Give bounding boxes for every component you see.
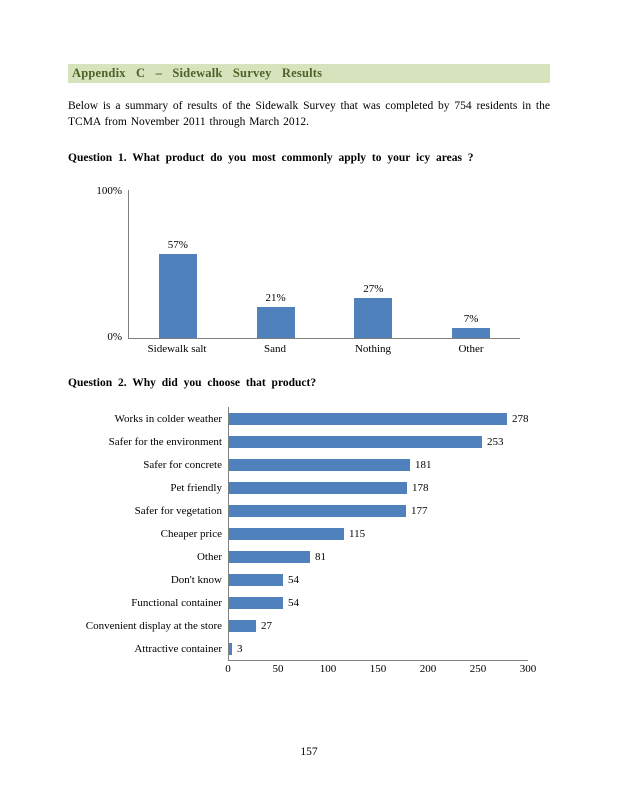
category-label: Safer for vegetation [134, 504, 222, 517]
bar-track: 27 [228, 614, 529, 638]
bar-track: 278 [228, 407, 529, 431]
bar-row: Functional container 54 [68, 591, 550, 615]
bar-row: Pet friendly 178 [68, 476, 550, 500]
page-number: 157 [300, 746, 318, 758]
bar [229, 619, 256, 632]
category-label: Works in colder weather [114, 412, 222, 425]
category-label: Nothing [354, 343, 392, 356]
bar-row: Safer for concrete 181 [68, 453, 550, 477]
bar-value-label: 54 [288, 573, 299, 586]
bar-track: 3 [228, 637, 529, 661]
bar [229, 573, 283, 586]
bar-value-label: 278 [512, 412, 529, 425]
x-tick-label: 200 [419, 663, 437, 676]
x-tick-label: 100 [319, 663, 337, 676]
q1-y-axis: 100% 0% [90, 185, 128, 343]
bar-slot: 57% [129, 190, 227, 339]
bar [229, 504, 406, 517]
bar [229, 550, 310, 563]
y-tick-100: 100% [96, 185, 122, 198]
bar-row: Safer for vegetation 177 [68, 499, 550, 523]
bar-row: Convenient display at the store 27 [68, 614, 550, 638]
bar [229, 412, 507, 425]
x-tick-label: 150 [369, 663, 387, 676]
bar-track: 54 [228, 591, 529, 615]
q1-categories: Sidewalk salt Sand Nothing Other [128, 343, 520, 355]
bar [229, 435, 482, 448]
bar-value-label: 3 [237, 642, 243, 655]
x-tick-label: 50 [272, 663, 284, 676]
q2-rows: Works in colder weather 278 Safer for the … [68, 407, 550, 661]
bar-value-label: 81 [315, 550, 326, 563]
bar-value-label: 177 [411, 504, 428, 517]
category-label: Cheaper price [160, 527, 222, 540]
bar [229, 458, 410, 471]
category-label: Safer for the environment [108, 435, 222, 448]
category-label: Convenient display at the store [85, 619, 222, 632]
category-label: Functional container [131, 596, 222, 609]
bar-track: 177 [228, 499, 529, 523]
bar [229, 527, 344, 540]
bar-value-label: 57% [167, 238, 188, 251]
y-tick-0: 0% [107, 331, 122, 344]
bar-row: Attractive container 3 [68, 637, 550, 661]
question2-label: Question 2. Why did you choose that prod… [68, 377, 317, 390]
bar [229, 596, 283, 609]
bar-track: 54 [228, 568, 529, 592]
category-label: Don't know [170, 573, 222, 586]
bar-track: 178 [228, 476, 529, 500]
category-label: Pet friendly [170, 481, 222, 494]
x-tick-label: 0 [225, 663, 231, 676]
bar-row: Safer for the environment 253 [68, 430, 550, 454]
bar-value-label: 181 [415, 458, 432, 471]
bar-value-label: 54 [288, 596, 299, 609]
bar-track: 181 [228, 453, 529, 477]
category-label: Sand [264, 343, 286, 356]
reason-bar-chart: Works in colder weather 278 Safer for the … [68, 407, 550, 677]
category-label: Safer for concrete [143, 458, 222, 471]
category-label: Sidewalk salt [147, 343, 207, 356]
bar-slot: 7% [422, 190, 520, 339]
bar [354, 298, 393, 339]
bar-row: Other 81 [68, 545, 550, 569]
question1-label: Question 1. What product do you most com… [68, 152, 474, 165]
category-label: Other [196, 550, 222, 563]
intro-paragraph: Below is a summary of results of the Sid… [68, 100, 550, 129]
bar-value-label: 253 [487, 435, 504, 448]
bar-value-label: 7% [463, 312, 479, 325]
bar-value-label: 115 [349, 527, 366, 540]
bar [229, 481, 407, 494]
bar [452, 327, 491, 339]
document-page: Appendix C – Sidewalk Survey Results Bel… [68, 64, 550, 677]
q2-x-axis: 0 50 100 150 200 250 300 [225, 660, 536, 677]
bar [229, 642, 232, 655]
bar-slot: 21% [227, 190, 325, 339]
bar-value-label: 27 [261, 619, 272, 632]
x-tick-label: 300 [519, 663, 537, 676]
appendix-header: Appendix C – Sidewalk Survey Results [68, 64, 550, 83]
bar-row: Works in colder weather 278 [68, 407, 550, 431]
bar-slot: 27% [325, 190, 423, 339]
q1-plot: 57% 21% 27% 7% [128, 190, 520, 340]
bar-value-label: 178 [412, 481, 429, 494]
bar-track: 115 [228, 522, 529, 546]
bar-value-label: 21% [265, 292, 286, 305]
q1-plot-wrap: 57% 21% 27% 7% Sidewalk salt Sand Nothing Othe… [128, 190, 520, 355]
bar-value-label: 27% [363, 283, 384, 296]
category-label: Other [458, 343, 484, 356]
bar-row: Don't know 54 [68, 568, 550, 592]
category-label: Attractive container [134, 642, 222, 655]
bar-track: 81 [228, 545, 529, 569]
bar-row: Cheaper price 115 [68, 522, 550, 546]
bar-track: 253 [228, 430, 529, 454]
bar [158, 253, 197, 339]
bar [256, 307, 295, 339]
x-tick-label: 250 [469, 663, 487, 676]
product-bar-chart: 100% 0% 57% 21% 27% 7% Sidewalk salt Sand Not… [90, 185, 520, 355]
